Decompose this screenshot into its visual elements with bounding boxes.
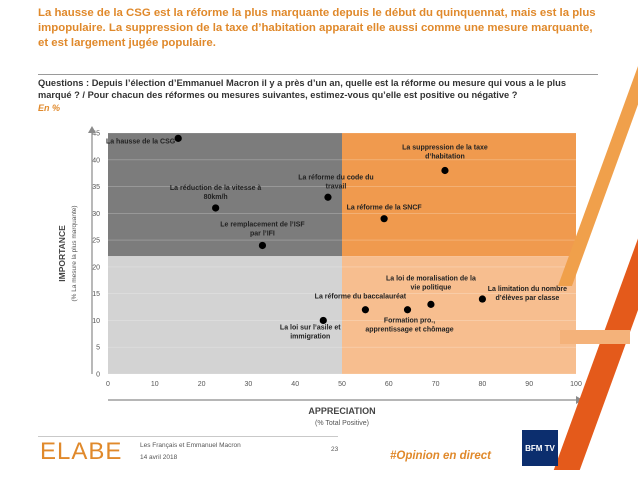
data-point [212,204,220,212]
y-tick-label: 45 [92,131,100,138]
point-label-line: d’élèves par classe [495,295,559,302]
footer-source: Les Français et Emmanuel Macron 14 avril… [140,440,241,464]
x-tick-label: 40 [291,381,299,388]
y-axis-subtitle: (% La mesure la plus marquante) [71,205,78,301]
elabe-logo: ELABE [40,438,123,465]
y-axis-arrowhead [88,126,96,133]
point-label: La réforme du code du travail [298,174,373,190]
point-label-line: apprentissage et chômage [365,327,453,334]
point-label: La suppression de la taxe d’habitation [402,144,488,160]
y-tick-label: 0 [96,372,100,379]
point-label-line: La limitation du nombre [488,286,567,293]
x-axis-title: APPRECIATION [308,406,375,416]
x-axis-subtitle: (% Total Positive) [315,420,369,427]
y-tick-label: 35 [92,184,100,191]
page-number: 23 [331,446,339,453]
point-label-line: La réforme du baccalauréat [315,294,407,301]
point-label-line: par l’IFI [250,230,275,237]
survey-question: Questions : Depuis l’élection d’Emmanuel… [38,78,566,100]
data-point [258,241,267,250]
quadrant-bottom-left [108,256,342,374]
data-point [174,134,182,142]
point-label: La loi sur l’asile et immigration [280,324,341,340]
y-tick-label: 10 [92,318,100,325]
slide-title: La hausse de la CSG est la réforme la pl… [38,7,596,49]
point-label: La loi de moralisation de la vie politiqu… [386,275,476,291]
x-tick-label: 0 [106,381,110,388]
quadrant-bottom-right [342,256,576,374]
point-label: Formation pro., apprentissage et chômage [365,318,453,334]
y-tick-label: 20 [92,264,100,271]
title-divider [38,74,598,75]
source-date: 14 avril 2018 [140,454,178,461]
data-point [361,306,369,314]
source-title: Les Français et Emmanuel Macron [140,442,241,449]
x-tick-label: 10 [151,381,159,388]
point-label-line: travail [326,183,347,190]
point-label-line: d’habitation [425,153,465,160]
point-label-line: La réforme du code du [298,174,373,181]
point-label-line: La loi de moralisation de la [386,275,476,282]
point-label: Le remplacement de l’ISF par l’IFI [220,221,305,237]
hashtag: #Opinion en direct [390,450,491,462]
y-tick-label: 30 [92,211,100,218]
x-tick-label: 60 [385,381,393,388]
bfmtv-logo: BFM TV [522,430,558,466]
point-label: La limitation du nombre d’élèves par clas… [488,286,567,302]
point-label-line: La hausse de la CSG [106,138,176,145]
data-point [403,306,412,314]
x-tick-label: 90 [525,381,533,388]
quadrant-top-left [108,133,342,257]
point-label-line: 80km/h [204,194,228,201]
point-label-line: Le remplacement de l’ISF [220,221,305,228]
data-point [427,300,435,308]
point-label-line: La réduction de la vitesse à [170,185,262,192]
point-label: La hausse de la CSG [106,138,176,145]
y-axis-title: IMPORTANCE [57,225,67,282]
point-label-line: La suppression de la taxe [402,144,488,151]
data-point [478,295,486,303]
x-tick-label: 20 [198,381,206,388]
point-label: La réforme du baccalauréat [315,294,407,301]
data-point [319,316,327,325]
data-point [441,166,449,175]
footer-divider [38,436,338,437]
x-tick-label: 100 [570,381,582,388]
x-tick-label: 30 [245,381,253,388]
point-label-line: La réforme de la SNCF [347,205,423,212]
data-point [380,215,388,223]
y-tick-label: 40 [92,157,100,164]
y-tick-label: 5 [96,345,100,352]
x-tick-label: 50 [338,381,346,388]
decorative-stripe [560,330,630,344]
point-label-line: vie politique [410,284,451,291]
point-label-line: Formation pro., [384,318,435,325]
x-tick-label: 80 [479,381,487,388]
point-label: La réduction de la vitesse à 80km/h [170,185,262,201]
y-tick-label: 25 [92,238,100,245]
data-point [324,193,332,201]
point-label-line: immigration [290,333,330,340]
point-label: La réforme de la SNCF [347,205,423,212]
point-label-line: La loi sur l’asile et [280,324,341,331]
y-tick-label: 15 [92,291,100,298]
unit-label: En % [38,103,61,113]
quadrant-top-right [342,133,576,257]
x-tick-label: 70 [432,381,440,388]
